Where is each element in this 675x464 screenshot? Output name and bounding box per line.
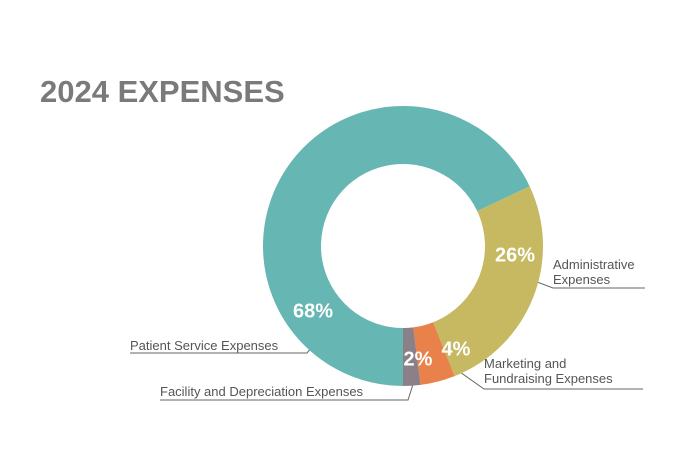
donut-slice [403, 327, 421, 386]
value-label: 26% [495, 244, 535, 266]
category-label: Marketing and Fundraising Expenses [484, 356, 613, 386]
category-label: Facility and Depreciation Expenses [160, 384, 364, 399]
chart-title: 2024 EXPENSES [40, 74, 285, 109]
category-label: Administrative Expenses [553, 257, 635, 287]
donut-slice [263, 105, 530, 386]
value-label: 4% [442, 338, 471, 360]
value-label: 2% [404, 348, 433, 370]
donut-slice [413, 322, 455, 385]
value-label: 68% [293, 300, 333, 322]
donut-slice [433, 186, 543, 377]
category-label: Patient Service Expenses [130, 338, 279, 353]
